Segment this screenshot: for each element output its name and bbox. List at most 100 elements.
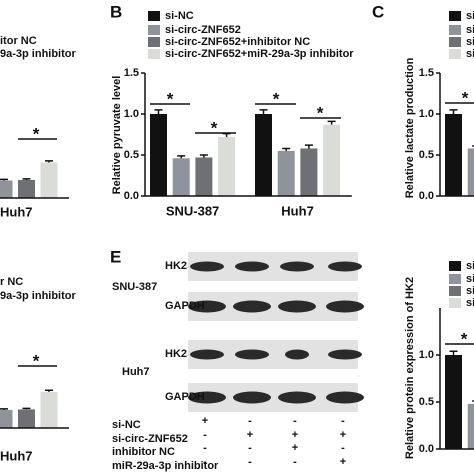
bar [0, 180, 13, 198]
condition-mark: - [248, 456, 252, 468]
legend-swatch [148, 25, 160, 35]
condition-mark: - [341, 415, 345, 427]
error-bar [449, 109, 458, 114]
bar [255, 114, 272, 196]
bar [300, 148, 318, 196]
panel-label: E [110, 247, 121, 266]
bar [195, 157, 213, 196]
significance-star: * [273, 89, 280, 108]
legend-swatch [148, 37, 160, 47]
error-bar [45, 389, 53, 392]
condition-mark: + [292, 442, 298, 454]
blot-band [190, 261, 224, 272]
bar [18, 409, 35, 428]
condition-mark: - [248, 442, 252, 454]
legend-label: si- [466, 297, 474, 309]
band-label: GAPDH [165, 300, 205, 312]
legend-swatch [449, 298, 461, 308]
bar [40, 391, 58, 428]
legend-label: si- [466, 10, 474, 22]
legend-swatch [449, 25, 461, 35]
y-axis-label: Relative pyruvate level [111, 76, 123, 195]
legend-swatch [449, 286, 461, 296]
panel-label: C [372, 2, 384, 21]
significance-star: * [211, 118, 218, 137]
bar [218, 136, 236, 196]
y-tick-label: 1.0 [124, 108, 139, 120]
significance-star: * [33, 124, 40, 143]
y-tick-label: 0.0 [419, 190, 434, 202]
blot-band [326, 300, 364, 313]
blot-band [235, 261, 269, 272]
error-bar [22, 178, 31, 180]
bar [445, 355, 462, 449]
error-bar [177, 155, 186, 159]
condition-mark: - [203, 456, 207, 468]
condition-label: miR-29a-3p inhibitor [112, 460, 219, 472]
cell-line-label: SNU-387 [112, 281, 157, 293]
significance-star: * [167, 89, 174, 108]
y-tick-label: 0.5 [124, 149, 139, 161]
legend-swatch [148, 49, 160, 59]
x-tick-label: Huh7 [281, 203, 314, 218]
y-axis-label: Relative lactate production [404, 57, 416, 198]
legend-label: si- [466, 273, 474, 285]
x-tick-label: Huh7 [0, 448, 33, 463]
error-bar [282, 147, 291, 151]
legend-label: si- [466, 48, 474, 60]
blot-band [233, 391, 271, 404]
y-tick-label: 0.5 [419, 149, 434, 161]
legend-label: 9a-3p inhibitor [0, 290, 77, 302]
y-tick-label: 1.0 [419, 108, 434, 120]
error-bar [0, 408, 8, 410]
bar [467, 148, 474, 196]
significance-star: * [462, 88, 469, 107]
condition-mark: + [202, 415, 208, 427]
bar [172, 158, 190, 196]
blot-band [233, 300, 271, 313]
x-tick-label: Huh7 [0, 204, 33, 219]
significance-star: * [461, 329, 468, 348]
blot-band [285, 349, 309, 360]
condition-mark: + [340, 456, 346, 468]
x-tick-label: SNU-387 [166, 203, 219, 218]
condition-mark: - [341, 442, 345, 454]
condition-mark: - [203, 429, 207, 441]
blot-band [326, 391, 364, 404]
significance-star: * [33, 351, 40, 370]
condition-mark: + [247, 429, 253, 441]
legend-label: si-NC [165, 10, 194, 22]
error-bar [154, 109, 163, 114]
blot-band [235, 349, 269, 360]
condition-mark: + [340, 429, 346, 441]
bar [40, 162, 58, 198]
condition-label: si-circ-ZNF652 [112, 433, 188, 445]
blot-band [278, 300, 316, 313]
blot-band [328, 349, 362, 360]
y-tick-label: 0.0 [124, 190, 139, 202]
bar [467, 403, 474, 449]
error-bar [199, 154, 208, 158]
condition-mark: + [292, 429, 298, 441]
y-tick-label: 0.5 [419, 396, 434, 408]
error-bar [304, 144, 313, 149]
blot-band [280, 261, 314, 272]
bar [18, 179, 35, 198]
blot-band [188, 391, 226, 404]
error-bar [222, 132, 231, 137]
condition-mark: - [248, 415, 252, 427]
condition-label: inhibitor NC [112, 446, 175, 458]
legend-swatch [449, 37, 461, 47]
y-tick-label: 1.5 [419, 67, 434, 79]
legend-label: si- [466, 24, 474, 36]
blot-band [328, 261, 362, 272]
legend-swatch [449, 261, 461, 271]
cell-line-label: Huh7 [122, 366, 150, 378]
band-label: HK2 [165, 348, 187, 360]
legend-label: si- [466, 36, 474, 48]
band-label: GAPDH [165, 391, 205, 403]
legend-label: 9a-3p inhibitor [0, 48, 77, 60]
y-tick-label: 1.0 [419, 349, 434, 361]
panel-label: B [110, 2, 122, 21]
